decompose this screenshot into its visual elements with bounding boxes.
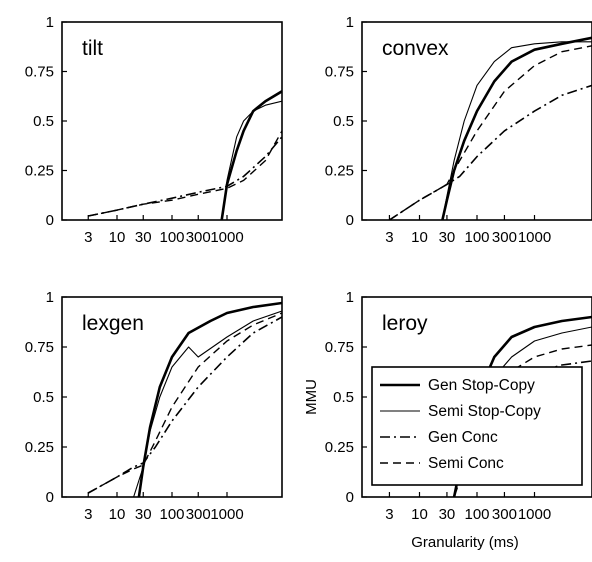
x-tick-label: 1000 — [518, 506, 551, 523]
y-tick-label: 0.25 — [325, 163, 354, 180]
x-tick-label: 1000 — [518, 229, 551, 246]
panel-tilt: 0 0.25 0.5 0.75 1 3 10 30 100 300 1000 tilt — [25, 14, 283, 246]
x-tick-label: 3 — [84, 506, 92, 523]
x-tick-label: 30 — [135, 229, 152, 246]
x-tick-label: 10 — [411, 229, 428, 246]
series-line-semi-stop-copy — [221, 100, 282, 220]
y-tick-label: 1 — [46, 14, 54, 31]
legend: Gen Stop-Copy Semi Stop-Copy Gen Conc Semi … — [371, 366, 583, 486]
legend-label-semi-stop-copy: Semi Stop-Copy — [428, 403, 541, 420]
series-line-gen-conc — [87, 316, 282, 494]
panel-title: convex — [382, 37, 449, 60]
x-tick-label: 30 — [135, 506, 152, 523]
x-tick-label: 300 — [492, 229, 517, 246]
y-tick-label: 0.75 — [325, 64, 354, 81]
series-line-semi-conc — [389, 45, 592, 220]
y-tick-label: 1 — [346, 14, 354, 31]
panel-title: leroy — [382, 312, 428, 335]
x-tick-label: 10 — [109, 506, 126, 523]
series-line-gen-stop-copy — [137, 301, 282, 497]
y-tick-label: 0.5 — [333, 113, 354, 130]
x-tick-label: 300 — [186, 506, 211, 523]
x-tick-label: 10 — [109, 229, 126, 246]
x-tick-label: 30 — [439, 229, 456, 246]
series-line-semi-conc — [88, 130, 282, 217]
y-axis-label: MMU — [303, 379, 320, 415]
y-tick-label: 0 — [46, 489, 54, 506]
y-tick-label: 0 — [346, 489, 354, 506]
legend-label-gen-stop-copy: Gen Stop-Copy — [428, 377, 535, 394]
x-tick-label: 1000 — [210, 229, 243, 246]
x-tick-label: 100 — [464, 506, 489, 523]
y-tick-label: 0.25 — [325, 439, 354, 456]
legend-label-gen-conc: Gen Conc — [428, 429, 498, 446]
y-tick-label: 0 — [46, 212, 54, 229]
x-tick-label: 100 — [159, 229, 184, 246]
x-tick-label: 100 — [464, 229, 489, 246]
series-line-gen-stop-copy — [220, 90, 282, 220]
y-tick-label: 0.5 — [333, 389, 354, 406]
y-tick-label: 0.25 — [25, 439, 54, 456]
y-tick-label: 0.5 — [33, 113, 54, 130]
x-tick-label: 3 — [84, 229, 92, 246]
panel-lexgen: 0 0.25 0.5 0.75 1 3 10 30 100 300 1000 lexgen — [25, 289, 283, 523]
legend-box — [371, 366, 583, 486]
panel-convex: 0 0.25 0.5 0.75 1 3 10 30 100 300 1000 convex — [325, 14, 592, 246]
x-tick-label: 30 — [439, 506, 456, 523]
y-tick-label: 0 — [346, 212, 354, 229]
series-line-gen-conc — [88, 136, 282, 217]
x-tick-label: 100 — [159, 506, 184, 523]
y-tick-label: 0.25 — [25, 163, 54, 180]
y-tick-label: 0.75 — [25, 339, 54, 356]
x-tick-label: 3 — [385, 229, 393, 246]
y-tick-label: 0.75 — [25, 64, 54, 81]
series-line-semi-stop-copy — [133, 310, 282, 497]
y-tick-label: 0.5 — [33, 389, 54, 406]
x-tick-label: 300 — [492, 506, 517, 523]
legend-label-semi-conc: Semi Conc — [428, 455, 504, 472]
panel-title: lexgen — [82, 312, 144, 335]
series-line-semi-stop-copy — [441, 41, 592, 220]
x-axis-label: Granularity (ms) — [411, 534, 519, 551]
series-line-gen-conc — [388, 84, 592, 220]
series-line-semi-conc — [87, 312, 282, 494]
x-tick-label: 1000 — [210, 506, 243, 523]
y-tick-label: 0.75 — [325, 339, 354, 356]
x-tick-label: 300 — [186, 229, 211, 246]
panel-title: tilt — [82, 37, 103, 60]
series-line-gen-stop-copy — [441, 36, 592, 220]
y-tick-label: 1 — [46, 289, 54, 306]
x-tick-label: 3 — [385, 506, 393, 523]
x-tick-label: 10 — [411, 506, 428, 523]
panel-leroy: 0 0.25 0.5 0.75 1 3 10 30 100 300 1000 leroy Granula… — [303, 289, 592, 551]
y-tick-label: 1 — [346, 289, 354, 306]
